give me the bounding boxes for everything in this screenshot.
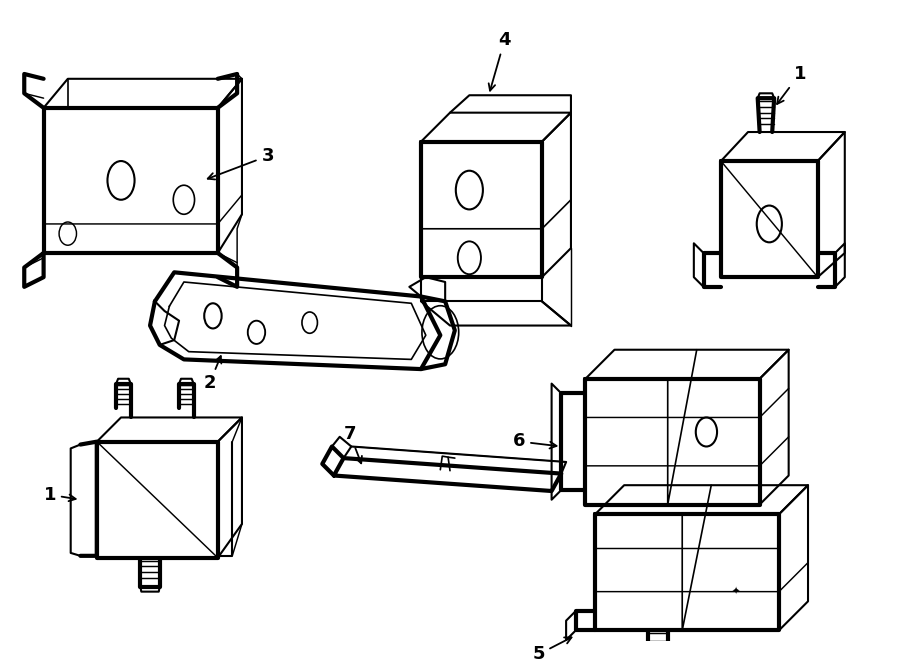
Text: ✦: ✦ bbox=[732, 586, 740, 597]
Text: 1: 1 bbox=[777, 65, 806, 104]
Text: 7: 7 bbox=[344, 425, 362, 463]
Text: 3: 3 bbox=[208, 147, 274, 179]
Text: 2: 2 bbox=[203, 356, 221, 393]
Text: 1: 1 bbox=[43, 486, 76, 504]
Text: 6: 6 bbox=[513, 432, 556, 451]
Text: 4: 4 bbox=[489, 31, 511, 91]
Text: 5: 5 bbox=[532, 637, 572, 661]
